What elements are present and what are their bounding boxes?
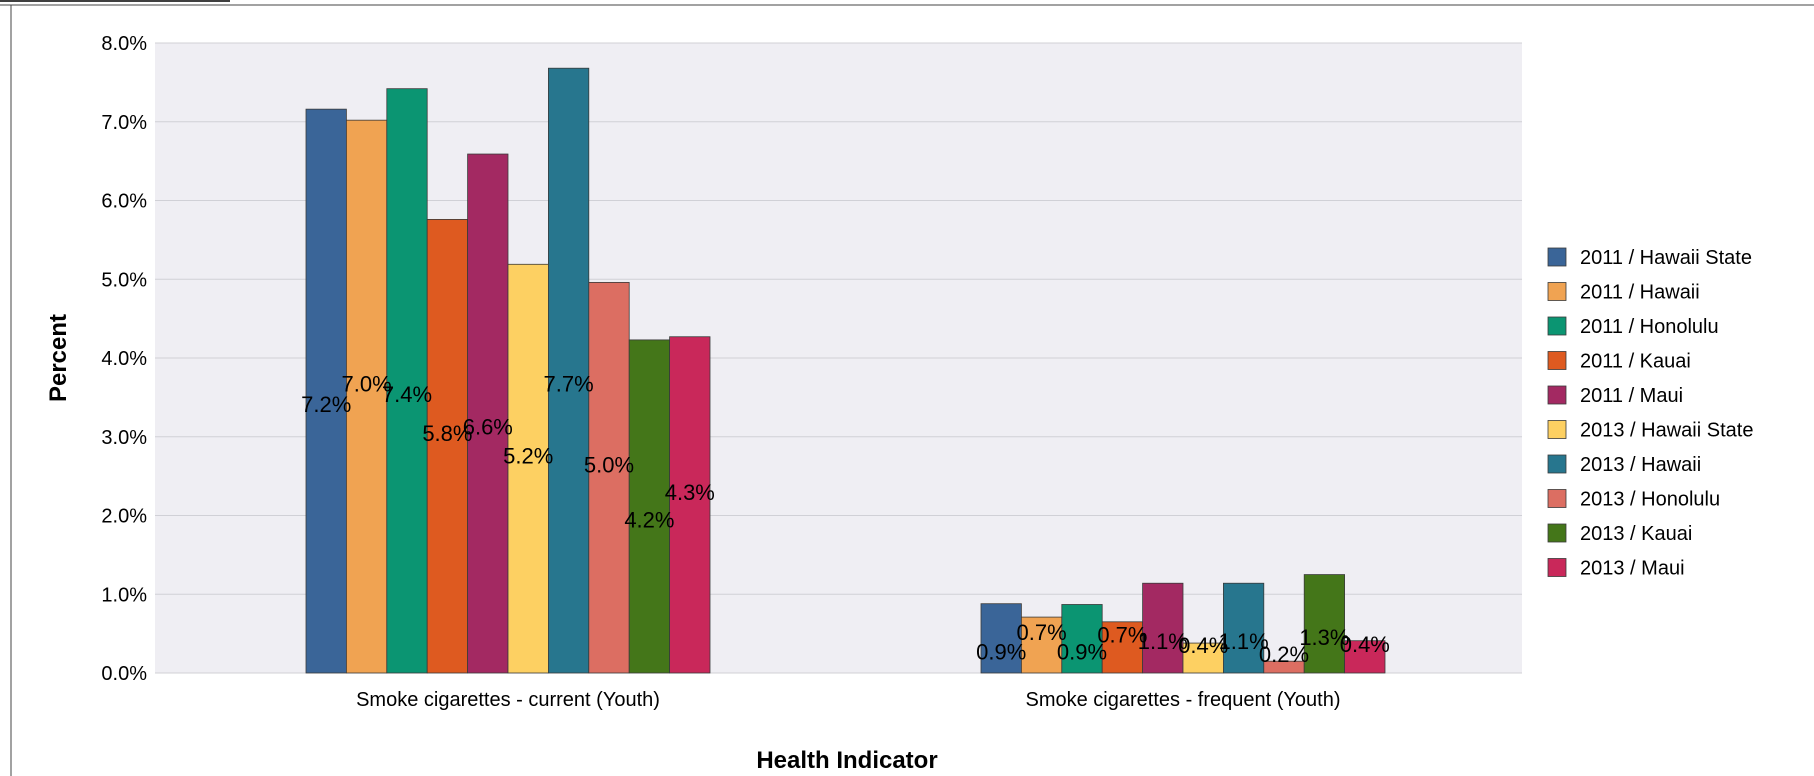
- legend-swatch: [1547, 282, 1567, 301]
- legend-label: 2011 / Maui: [1580, 385, 1683, 407]
- data-label: 0.4%: [1340, 632, 1390, 657]
- data-label: 7.4%: [382, 382, 432, 407]
- bar: [1061, 604, 1103, 674]
- bar: [467, 153, 509, 674]
- data-label: 0.4%: [1178, 633, 1228, 658]
- legend-swatch: [1547, 420, 1567, 439]
- bar: [426, 218, 469, 674]
- data-label: 7.7%: [544, 372, 594, 397]
- y-axis-ticks: 0.0% 1.0% 2.0% 3.0% 4.0% 5.0% 6.0% 7.0% 8.0%: [101, 33, 147, 685]
- data-label: 5.8%: [422, 421, 472, 446]
- y-axis-title: Percent: [45, 314, 72, 402]
- y-tick-label: 3.0%: [101, 427, 147, 449]
- data-labels: 7.2%7.0%7.4% 5.8%6.6% 5.2% 7.7% 5.0% 4.2%4.3%…: [301, 372, 1390, 668]
- legend-label: 2011 / Hawaii State: [1580, 247, 1752, 269]
- data-label: 0.9%: [1057, 640, 1107, 665]
- bar: [1303, 574, 1345, 674]
- y-tick-label: 0.0%: [101, 663, 147, 685]
- data-label: 7.0%: [342, 372, 392, 397]
- y-tick-label: 4.0%: [101, 348, 147, 370]
- x-tick-label: Smoke cigarettes - current (Youth): [356, 689, 660, 711]
- legend-swatch: [1547, 316, 1567, 336]
- data-label: 0.7%: [1097, 622, 1147, 647]
- bar: [1223, 582, 1265, 674]
- data-label: 1.1%: [1138, 629, 1188, 654]
- bar: [1344, 640, 1386, 674]
- bars: [305, 67, 1386, 674]
- bar: [588, 281, 630, 674]
- bar: [386, 88, 428, 674]
- bar: [1142, 582, 1184, 674]
- bar: [507, 263, 549, 674]
- y-tick-label: 8.0%: [101, 33, 147, 55]
- data-label: 4.2%: [624, 507, 674, 532]
- legend: 2011 / Hawaii State 2011 / Hawaii 2011 / H…: [1547, 247, 1753, 580]
- bar: [628, 339, 671, 674]
- data-label: 1.3%: [1299, 625, 1349, 650]
- legend-swatch: [1547, 247, 1567, 267]
- data-label: 0.7%: [1017, 620, 1067, 645]
- y-tick-label: 7.0%: [101, 112, 147, 134]
- legend-label: 2013 / Kauai: [1580, 523, 1692, 545]
- data-label: 1.1%: [1219, 629, 1269, 654]
- data-label: 0.9%: [976, 639, 1026, 664]
- x-tick-label: Smoke cigarettes - frequent (Youth): [1026, 689, 1341, 711]
- bar: [980, 603, 1022, 674]
- legend-label: 2013 / Hawaii: [1580, 454, 1701, 476]
- legend-label: 2011 / Hawaii: [1580, 282, 1700, 304]
- legend-swatch: [1547, 385, 1567, 405]
- y-tick-label: 1.0%: [101, 584, 147, 606]
- legend-label: 2011 / Kauai: [1580, 351, 1691, 373]
- legend-swatch: [1547, 351, 1567, 370]
- data-label: 7.2%: [301, 392, 351, 417]
- legend-label: 2013 / Maui: [1580, 558, 1685, 580]
- legend-label: 2013 / Honolulu: [1580, 489, 1720, 511]
- y-tick-label: 2.0%: [101, 506, 147, 528]
- bar: [1101, 621, 1143, 674]
- y-tick-label: 5.0%: [101, 269, 147, 291]
- bar: [305, 108, 347, 674]
- bar: [548, 67, 590, 674]
- legend-swatch: [1547, 489, 1567, 508]
- data-label: 5.2%: [503, 444, 553, 469]
- data-label: 6.6%: [463, 415, 513, 440]
- data-label: 4.3%: [665, 480, 715, 505]
- data-label: 5.0%: [584, 453, 634, 478]
- legend-swatch: [1547, 523, 1567, 543]
- legend-swatch: [1547, 454, 1567, 474]
- legend-label: 2013 / Hawaii State: [1580, 420, 1753, 442]
- legend-swatch: [1547, 558, 1567, 577]
- data-label: 0.2%: [1259, 642, 1309, 667]
- y-tick-label: 6.0%: [101, 191, 147, 213]
- bar: [1021, 616, 1063, 674]
- legend-label: 2011 / Honolulu: [1580, 316, 1719, 338]
- x-axis-ticks: Smoke cigarettes - current (Youth) Smoke …: [356, 689, 1340, 711]
- bar: [669, 336, 711, 674]
- x-axis-title: Health Indicator: [756, 747, 937, 774]
